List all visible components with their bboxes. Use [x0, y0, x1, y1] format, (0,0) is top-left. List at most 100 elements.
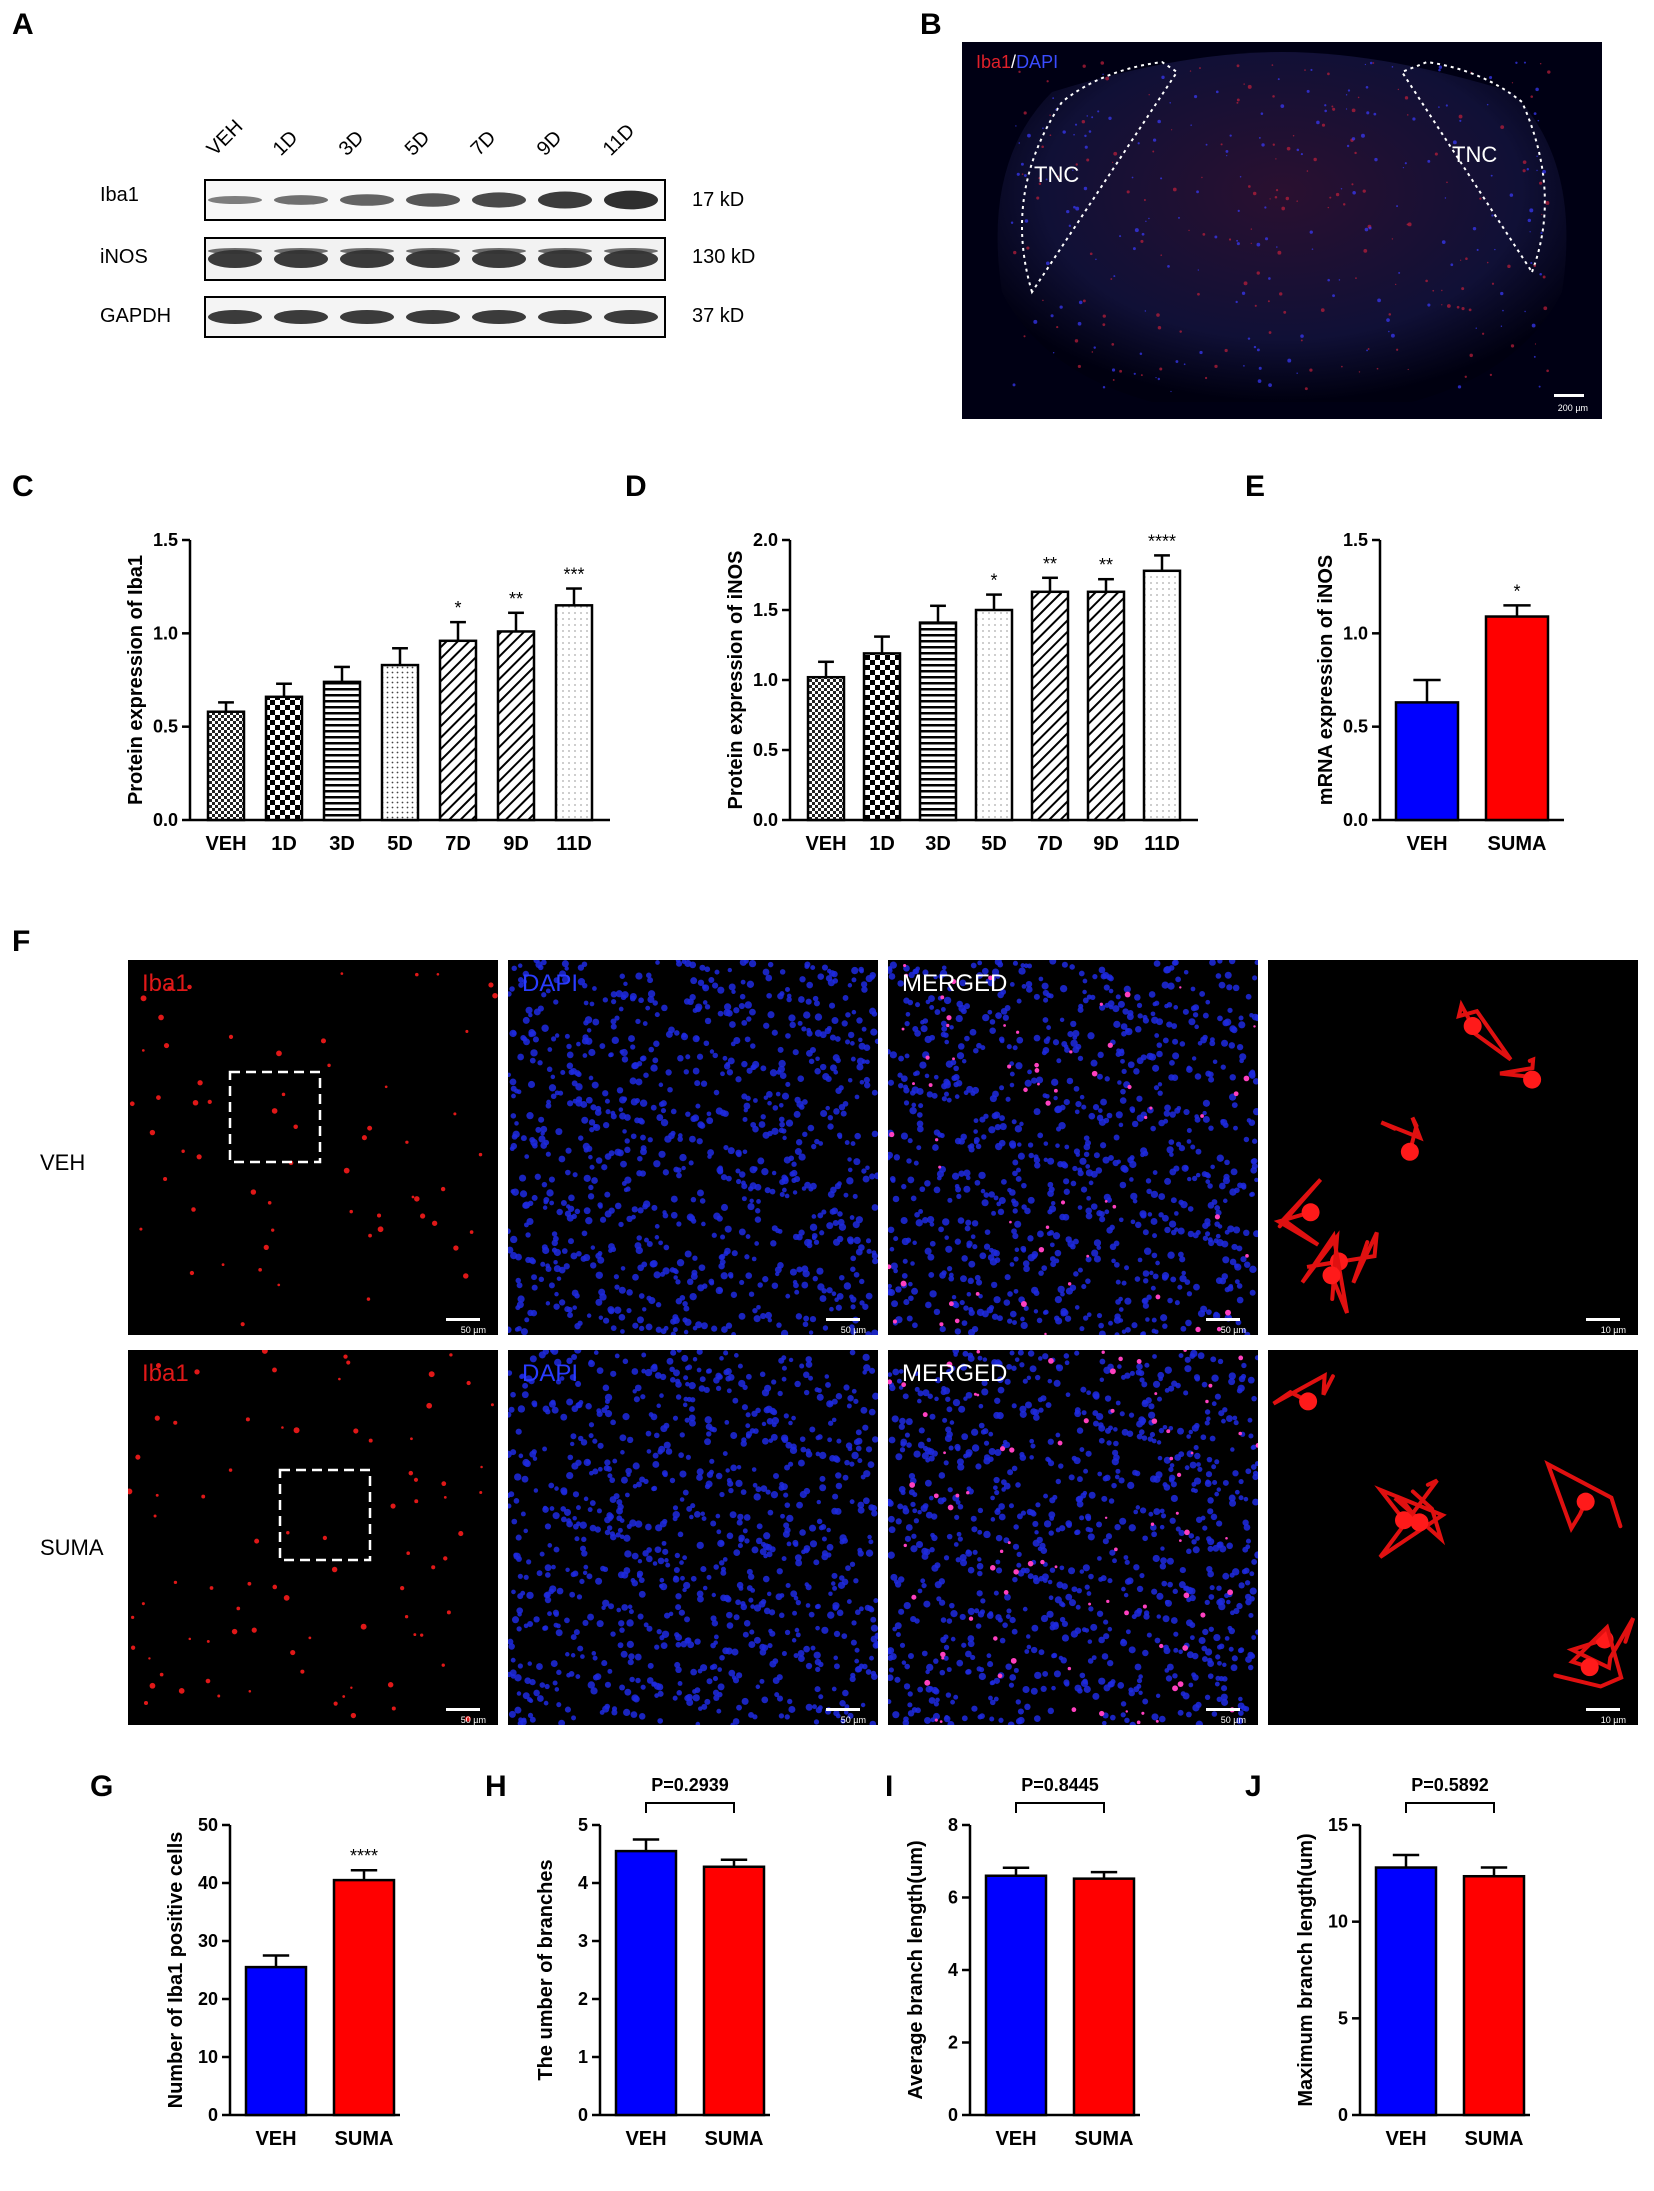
- bar-veh: [984, 1874, 1048, 2117]
- y-tick-label: 1.0: [1343, 623, 1368, 643]
- y-tick-label: 40: [198, 1873, 218, 1893]
- y-tick-label: 3: [578, 1931, 588, 1951]
- chart-c: 0.0 0.5 1.0 1.5 Protein expression of Iba1 VE…: [125, 530, 610, 855]
- bar-3d: [918, 621, 958, 822]
- y-axis-label: Number of Iba1 positive cells: [165, 1832, 187, 2109]
- y-tick-label: 1.5: [153, 530, 178, 550]
- significance-bracket: [1405, 1802, 1495, 1813]
- x-tick-label: SUMA: [335, 2128, 394, 2150]
- bar-veh: [1374, 1866, 1438, 2117]
- x-tick-label: 5D: [981, 833, 1007, 855]
- row-label-veh: VEH: [40, 1150, 86, 1175]
- x-tick-label: VEH: [995, 2128, 1036, 2150]
- blot-row-label-iba1: Iba1: [100, 184, 139, 206]
- panel-letter-f: F: [12, 925, 31, 958]
- blot-band: [340, 310, 394, 324]
- x-tick-label: 9D: [503, 833, 529, 855]
- scale-bar-label: 200 µm: [1557, 403, 1588, 413]
- row-label-suma: SUMA: [40, 1535, 104, 1560]
- scale-bar-label: 10 µm: [1600, 1325, 1626, 1335]
- blot-band: [406, 310, 460, 324]
- blot-row-label-inos: iNOS: [100, 246, 148, 268]
- x-tick-label: VEH: [205, 833, 246, 855]
- panel-letter-e: E: [1245, 470, 1266, 503]
- chart-j: 0 5 10 15 Maximum branch length(um) VEH SUMA P=…: [1295, 1775, 1530, 2150]
- bar-veh: [614, 1849, 678, 2117]
- p-value: P=0.2939: [651, 1775, 729, 1795]
- scale-bar: [446, 1318, 480, 1321]
- y-tick-label: 0.5: [1343, 717, 1368, 737]
- scale-bar-label: 50 µm: [460, 1325, 486, 1335]
- scale-bar-label: 50 µm: [840, 1325, 866, 1335]
- significance-marker: **: [1043, 554, 1057, 574]
- y-tick-label: 1.5: [753, 600, 778, 620]
- y-tick-label: 5: [578, 1815, 588, 1835]
- micrograph-veh-1: Iba1 50 µm: [128, 960, 498, 1335]
- y-tick-label: 0: [1338, 2105, 1348, 2125]
- y-tick-label: 2: [948, 2033, 958, 2053]
- blot-band: [472, 310, 526, 324]
- bar-veh: [244, 1965, 308, 2117]
- x-tick-label: 3D: [329, 833, 355, 855]
- panel-letter-a: A: [12, 8, 34, 41]
- blot-image: [204, 179, 666, 338]
- bar-7d: [1030, 590, 1070, 822]
- significance-marker: ****: [350, 1846, 378, 1866]
- x-tick-label: 1D: [271, 833, 297, 855]
- bar-veh: [206, 710, 246, 822]
- y-tick-label: 0.5: [153, 717, 178, 737]
- bar-9d: [1086, 590, 1126, 822]
- panel-letter-h: H: [485, 1770, 507, 1803]
- blot-band-upper: [538, 248, 592, 254]
- blot-size-inos: 130 kD: [692, 246, 756, 268]
- bar-veh: [1394, 701, 1460, 822]
- significance-marker: **: [509, 589, 523, 609]
- blot-band-upper: [604, 248, 658, 254]
- tnc-overview-image: Iba1/DAPI TNC TNC 200 µm: [962, 42, 1602, 419]
- micrograph-veh-2: DAPI 50 µm: [508, 960, 878, 1335]
- bar-3d: [322, 680, 362, 822]
- blot-band-upper: [274, 248, 328, 254]
- y-tick-label: 1.0: [753, 670, 778, 690]
- blot-band: [274, 310, 328, 324]
- y-tick-label: 10: [198, 2047, 218, 2067]
- bar-1d: [264, 695, 304, 822]
- panel-letter-c: C: [12, 470, 34, 503]
- micrograph-suma-3: MERGED 50 µm: [888, 1350, 1258, 1725]
- y-axis-label: Protein expression of Iba1: [125, 555, 147, 805]
- blot-band: [604, 190, 658, 210]
- channel-label: DAPI: [522, 970, 579, 997]
- scale-bar-label: 50 µm: [1220, 1325, 1246, 1335]
- bar-9d: [496, 630, 536, 822]
- y-axis-label: The umber of branches: [535, 1859, 557, 2080]
- significance-marker: ****: [1148, 531, 1176, 551]
- scale-bar: [1554, 394, 1584, 397]
- y-tick-label: 0.0: [153, 810, 178, 830]
- x-tick-label: 1D: [869, 833, 895, 855]
- x-tick-label: SUMA: [1465, 2128, 1524, 2150]
- x-tick-label: VEH: [1406, 833, 1447, 855]
- channel-label: Iba1: [142, 1360, 189, 1387]
- panel-letter-b: B: [920, 8, 942, 41]
- panel-letter-d: D: [625, 470, 647, 503]
- y-tick-label: 10: [1328, 1912, 1348, 1932]
- chart-e: 0.0 0.5 1.0 1.5 mRNA expression of iNOS VEH * S…: [1315, 530, 1564, 855]
- scale-bar-label: 50 µm: [460, 1715, 486, 1725]
- bar-suma: [1462, 1874, 1526, 2117]
- scale-bar: [446, 1708, 480, 1711]
- bar-suma: [1484, 615, 1550, 822]
- blot-band: [538, 191, 592, 209]
- chart-d: 0.0 0.5 1.0 1.5 2.0 Protein expression of iNO…: [725, 530, 1198, 855]
- y-tick-label: 50: [198, 1815, 218, 1835]
- overview-legend: Iba1/DAPI: [976, 52, 1058, 73]
- blot-band: [208, 310, 262, 324]
- scale-bar: [826, 1318, 860, 1321]
- panel-letter-j: J: [1245, 1770, 1262, 1803]
- x-tick-label: 11D: [556, 833, 592, 855]
- significance-bracket: [645, 1802, 735, 1813]
- channel-label: MERGED: [902, 970, 1008, 997]
- channel-label: Iba1: [142, 970, 189, 997]
- blot-band: [340, 194, 394, 206]
- zoom-region-box: [228, 1070, 322, 1164]
- x-tick-label: 7D: [445, 833, 471, 855]
